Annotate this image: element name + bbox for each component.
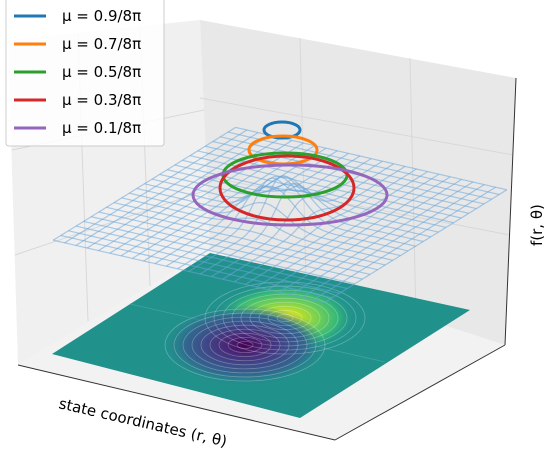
floor-contour-rings (164, 281, 366, 382)
wire-v-line (212, 140, 485, 205)
floor-trough-blob (165, 305, 325, 385)
floor-ring-trough (173, 312, 317, 378)
contour-floor (52, 253, 470, 418)
floor-ring-peak (222, 289, 348, 347)
wire-u-line (290, 181, 474, 296)
legend-label: μ = 0.9/8π (62, 7, 141, 25)
legend-label: μ = 0.3/8π (62, 91, 141, 109)
legend-label: μ = 0.7/8π (62, 35, 141, 53)
level-curve-0.1 (191, 163, 389, 227)
floor-ring-trough (209, 328, 281, 362)
floor-ring-peak (249, 301, 321, 335)
floor-ring-trough (182, 316, 308, 374)
wire-v-line (227, 131, 500, 196)
floor-ring-peak (204, 281, 366, 355)
floor-ring-trough (191, 320, 299, 370)
level-curves (191, 120, 389, 227)
floor-ring-peak (231, 293, 339, 343)
floor-ring-trough (164, 308, 326, 382)
floor-ring-peak (267, 309, 303, 327)
level-curve-0.9 (262, 120, 302, 140)
floor-ring-trough (218, 332, 272, 358)
floor-ring-peak (276, 313, 294, 322)
legend-box (5, 0, 165, 147)
wire-v-line (220, 136, 492, 200)
wire-u-line (301, 184, 485, 298)
floor-ring-peak (213, 285, 357, 351)
legend-label: μ = 0.1/8π (62, 119, 141, 137)
legend-label: μ = 0.5/8π (62, 63, 141, 81)
floor-ring-peak (258, 305, 312, 331)
legend: μ = 0.9/8π μ = 0.7/8π μ = 0.5/8π μ = 0.3/8π… (5, 0, 165, 147)
z-axis-label: f(r, θ) (528, 204, 546, 246)
wire-u-line (312, 186, 496, 301)
floor-ring-peak (240, 297, 330, 339)
floor-ring-trough (236, 340, 254, 349)
level-curve-0.3 (218, 154, 356, 222)
floor-ring-trough (200, 324, 290, 366)
wire-u-line (324, 189, 508, 304)
pane-edges (17, 77, 517, 441)
floor-ring-trough (227, 336, 263, 354)
